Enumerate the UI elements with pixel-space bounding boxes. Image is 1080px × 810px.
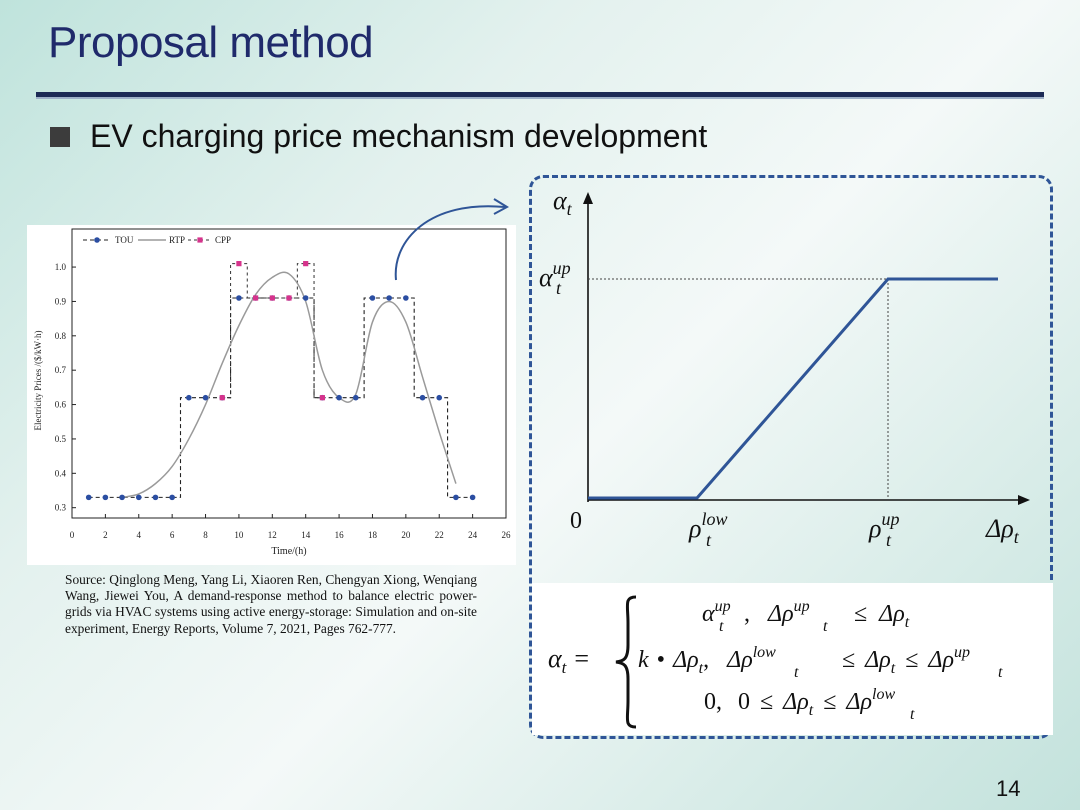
legend-cpp-label: CPP	[215, 235, 231, 245]
x-tick-label: 18	[368, 530, 378, 540]
tou-point	[336, 394, 342, 401]
y-axis-arrow-icon	[583, 192, 593, 204]
tou-point	[135, 494, 142, 501]
x-tick-label: 16	[335, 530, 345, 540]
x-tick-label: 24	[468, 530, 478, 540]
diagram-dashed-frame	[529, 175, 1053, 739]
cpp-point	[269, 295, 275, 301]
rho-low-label: ρlow t	[688, 509, 728, 550]
x-tick-label: 6	[170, 530, 175, 540]
tou-point	[403, 295, 409, 301]
x-tick-label: 8	[203, 530, 208, 540]
cpp-point	[286, 295, 292, 301]
x-tick-label: 4	[137, 530, 142, 540]
legend-cpp-marker	[197, 237, 203, 243]
title-underline	[36, 92, 1044, 97]
slide-title: Proposal method	[48, 18, 374, 67]
alpha-function-line	[588, 277, 998, 500]
page-number: 14	[996, 776, 1021, 801]
tou-point	[436, 394, 443, 401]
cpp-point	[253, 295, 259, 301]
tou-line	[88, 297, 473, 498]
rtp-curve	[121, 271, 457, 499]
x-tick-label: 20	[401, 530, 411, 540]
y-tick-label: 0.5	[55, 434, 67, 444]
tou-point	[352, 394, 359, 401]
y-axis-label: αt	[553, 186, 573, 219]
tou-point	[419, 394, 426, 401]
x-tick-label: 2	[103, 530, 108, 540]
tou-point	[169, 494, 175, 501]
tou-point	[469, 494, 476, 501]
cpp-point	[219, 395, 225, 401]
legend-tou-label: TOU	[115, 235, 134, 245]
price-chart-panel: 0.3 0.4 0.5 0.6 0.7 0.8 0.9 1.0 0 2 4 6 8 10 12 14 16 18 2…	[27, 225, 516, 565]
x-tick-label: 14	[301, 530, 311, 540]
x-tick-label: 0	[70, 530, 75, 540]
bullet-item: EV charging price mechanism development	[50, 118, 707, 155]
tou-point	[186, 394, 192, 401]
plot-frame	[71, 228, 507, 519]
legend-rtp-label: RTP	[169, 235, 185, 245]
formula-lhs: αt =	[548, 644, 589, 677]
alpha-up-label: αup t	[539, 258, 571, 298]
formula-brace-icon	[615, 595, 637, 729]
cpp-point	[303, 261, 309, 267]
y-tick-label: 0.4	[55, 468, 67, 478]
y-axis-label: Electricity Prices /($/kW·h)	[33, 331, 43, 431]
cpp-point	[319, 395, 325, 401]
bullet-text: EV charging price mechanism development	[90, 118, 708, 154]
x-tick-label: 12	[268, 530, 277, 540]
price-chart: 0.30.40.50.60.70.80.91.00 2 4 6 8 10 12 14 16 18 2…	[33, 228, 512, 557]
tou-point	[202, 394, 209, 401]
x-axis-label: Time/(h)	[271, 546, 306, 557]
x-tick-label: 22	[435, 530, 444, 540]
tou-point	[85, 494, 92, 501]
tou-point	[386, 295, 392, 301]
y-tick-label: 1.0	[55, 262, 67, 272]
cpp-point	[236, 261, 242, 267]
tou-point	[369, 295, 376, 301]
x-tick-label: 26	[502, 530, 512, 540]
formula-case-2: k • Δρt, Δρlowt ≤ Δρt ≤ Δρupt	[638, 644, 1003, 681]
y-tick-label: 0.6	[55, 400, 67, 410]
y-tick-label: 0.8	[55, 331, 67, 341]
tou-point	[302, 295, 309, 301]
rho-up-label: ρup t	[868, 509, 899, 550]
source-citation: Source: Qinglong Meng, Yang Li, Xiaoren …	[65, 572, 477, 636]
tou-point	[152, 494, 159, 501]
x-tick-label: 10	[234, 530, 244, 540]
tou-point	[453, 494, 459, 501]
bullet-square-icon	[50, 126, 70, 147]
tou-point	[119, 494, 125, 501]
formula-case-1: αup t, Δρupt ≤ Δρt	[702, 598, 910, 635]
tou-point	[236, 295, 242, 301]
legend-tou-marker	[94, 237, 100, 243]
origin-label: 0	[570, 508, 582, 534]
piecewise-formula: αt = αup t, Δρupt ≤ Δρt k • Δρt, Δρlowt ≤ Δρt ≤ Δρup…	[548, 595, 1003, 729]
formula-panel: αt = αup t, Δρupt ≤ Δρt k • Δρt, Δρlowt ≤ Δρt ≤ Δρup…	[532, 583, 1053, 735]
y-tick-label: 0.3	[55, 503, 67, 513]
x-axis-label: Δρt	[985, 514, 1020, 547]
y-tick-label: 0.9	[55, 296, 67, 306]
formula-case-3: 0, 0 ≤ Δρt ≤ Δρlowt	[704, 686, 915, 723]
x-axis-arrow-icon	[1018, 495, 1030, 505]
tou-point	[102, 494, 109, 501]
y-tick-label: 0.7	[55, 365, 67, 375]
